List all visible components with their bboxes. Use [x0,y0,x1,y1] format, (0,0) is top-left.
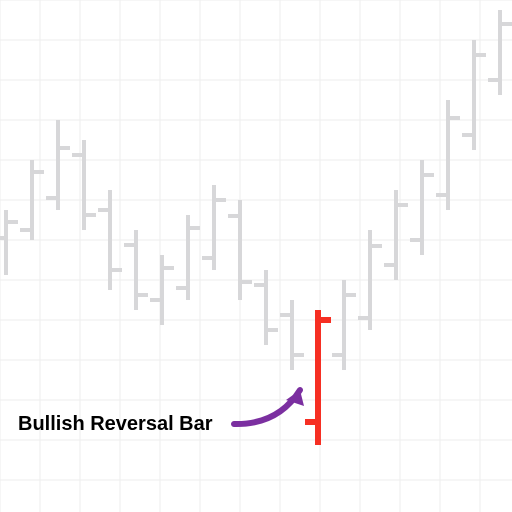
annotation-label: Bullish Reversal Bar [18,413,213,435]
chart-background [0,0,512,512]
bar-chart: Bullish Reversal Bar [0,0,512,512]
chart-svg: Bullish Reversal Bar [0,0,512,512]
